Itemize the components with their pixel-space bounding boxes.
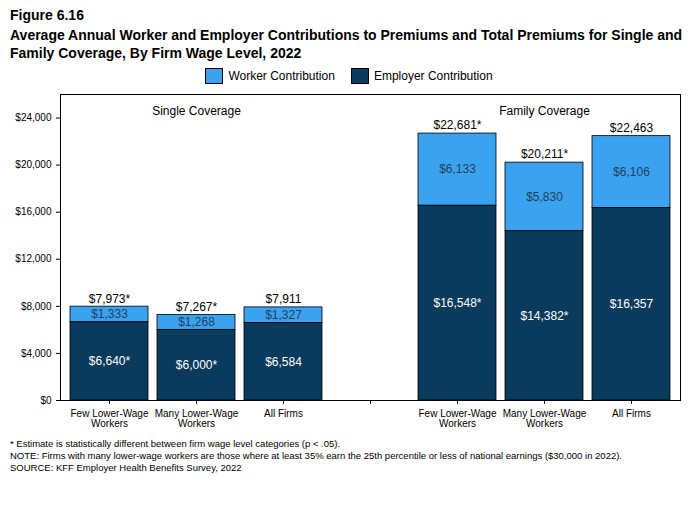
svg-text:Few Lower-WageWorkers: Few Lower-WageWorkers [419,408,497,429]
html-text:Figure 6.16: Figure 6.16 [10,7,84,23]
svg-text:$4,000: $4,000 [21,348,52,359]
svg-text:$5,830: $5,830 [526,190,563,204]
svg-text:$7,973*: $7,973* [89,292,131,306]
svg-text:Few Lower-WageWorkers: Few Lower-WageWorkers [71,408,149,429]
svg-text:$6,133: $6,133 [439,162,476,176]
svg-text:$0: $0 [40,395,52,406]
svg-text:$6,106: $6,106 [613,165,650,179]
svg-text:$20,211*: $20,211* [521,147,568,161]
svg-text:$22,463: $22,463 [610,121,654,135]
html-text:* Estimate is statistically di: * Estimate is statistically different be… [10,438,341,449]
svg-text:$6,584: $6,584 [265,355,302,369]
svg-text:$6,640*: $6,640* [89,354,131,368]
svg-text:$7,911: $7,911 [266,292,302,306]
svg-text:$16,357: $16,357 [610,297,654,311]
svg-text:$1,327: $1,327 [265,308,302,322]
svg-text:$1,333: $1,333 [91,307,128,321]
html-text:Worker Contribution: Worker Contribution [228,69,335,83]
svg-text:$1,268: $1,268 [178,315,215,329]
svg-text:$7,267*: $7,267* [176,300,218,314]
svg-text:Family Coverage: Family Coverage [499,104,590,118]
svg-text:$12,000: $12,000 [15,253,52,264]
svg-text:$22,681*: $22,681* [433,118,481,132]
svg-text:All Firms: All Firms [612,408,651,419]
svg-text:Single Coverage: Single Coverage [152,104,241,118]
svg-text:$24,000: $24,000 [15,112,52,123]
html-text:NOTE: Firms with many lower-wa: NOTE: Firms with many lower-wage workers… [10,450,622,461]
svg-text:$16,548*: $16,548* [433,296,481,310]
svg-text:Many Lower-WageWorkers: Many Lower-WageWorkers [155,408,239,429]
svg-text:All Firms: All Firms [264,408,303,419]
svg-text:Many Lower-WageWorkers: Many Lower-WageWorkers [503,408,587,429]
html-text:SOURCE: KFF Employer Health Be: SOURCE: KFF Employer Health Benefits Sur… [10,462,242,473]
svg-text:$6,000*: $6,000* [176,358,218,372]
html-text:Average Annual Worker and Empl: Average Annual Worker and Employer Contr… [10,27,683,61]
svg-text:$16,000: $16,000 [15,206,52,217]
html-text:Employer Contribution: Employer Contribution [373,69,493,83]
svg-text:$14,382*: $14,382* [520,309,568,323]
svg-text:$20,000: $20,000 [15,159,52,170]
svg-text:$8,000: $8,000 [21,301,52,312]
